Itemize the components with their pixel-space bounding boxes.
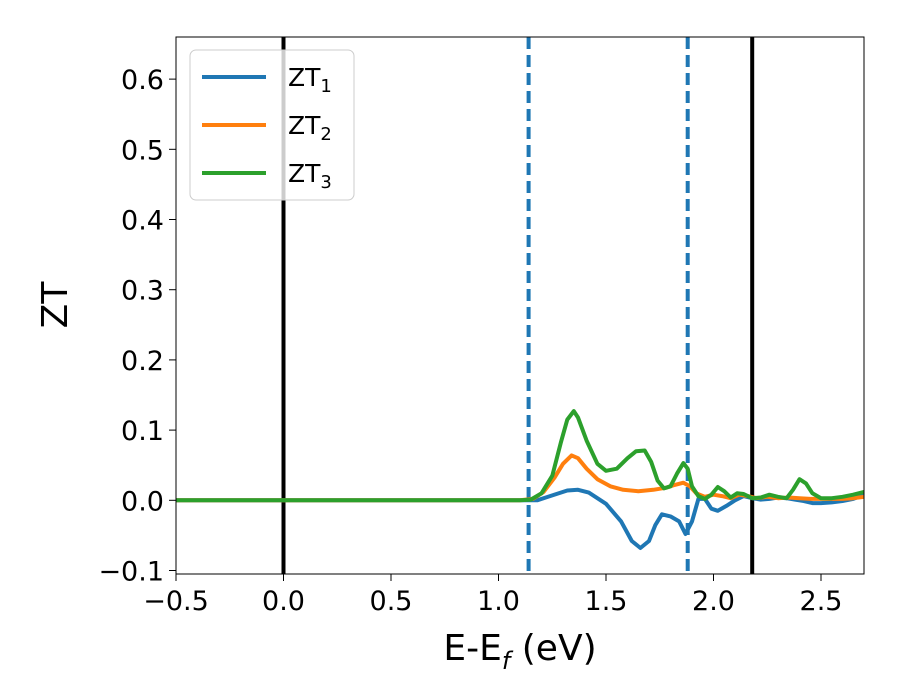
x-tick-label: 2.0 — [692, 586, 735, 617]
x-tick-label: 1.0 — [477, 586, 520, 617]
legend-label-subscript: 3 — [320, 172, 331, 193]
y-tick-label: 0.2 — [121, 346, 164, 377]
y-tick-label: 0.0 — [121, 486, 164, 517]
y-tick-label: 0.3 — [121, 276, 164, 307]
legend-label-zt3: ZT3 — [288, 159, 332, 193]
series-line-zt1 — [176, 487, 864, 550]
legend-label-subscript: 1 — [320, 76, 331, 97]
legend-label-subscript: 2 — [320, 124, 331, 145]
x-tick-label: −0.5 — [143, 586, 209, 617]
y-tick-label: 0.5 — [121, 135, 164, 166]
y-tick-label: −0.1 — [98, 556, 164, 587]
y-tick-label: 0.1 — [121, 416, 164, 447]
legend-label-zt2: ZT2 — [288, 111, 332, 145]
legend-label-zt1: ZT1 — [288, 63, 332, 97]
legend-label-main: ZT — [288, 159, 321, 188]
plot-area — [175, 36, 865, 575]
legend-label-main: ZT — [288, 63, 321, 92]
x-axis-ticks: −0.5 0.0 0.5 1.0 1.5 2.0 2.5 — [143, 574, 842, 617]
x-axis-label-unit: (eV) — [510, 628, 596, 669]
y-axis-ticks: −0.1 0.0 0.1 0.2 0.3 0.4 0.5 0.6 — [98, 65, 176, 587]
y-tick-label: 0.4 — [121, 206, 164, 237]
x-axis-label: E-Ef (eV) — [443, 628, 596, 675]
series-line-zt2 — [176, 453, 864, 503]
x-tick-label: 1.5 — [585, 586, 628, 617]
y-axis-label: ZT — [35, 281, 76, 329]
x-tick-label: 0.5 — [370, 586, 413, 617]
plot-frame — [175, 36, 865, 575]
y-tick-label: 0.6 — [121, 65, 164, 96]
series-line-zt3 — [176, 409, 864, 503]
x-axis-label-main: E-E — [443, 628, 501, 669]
legend-box — [189, 49, 355, 201]
legend-label-main: ZT — [288, 111, 321, 140]
series-lines — [176, 409, 864, 550]
x-tick-label: 0.0 — [262, 586, 305, 617]
x-tick-label: 2.5 — [800, 586, 843, 617]
